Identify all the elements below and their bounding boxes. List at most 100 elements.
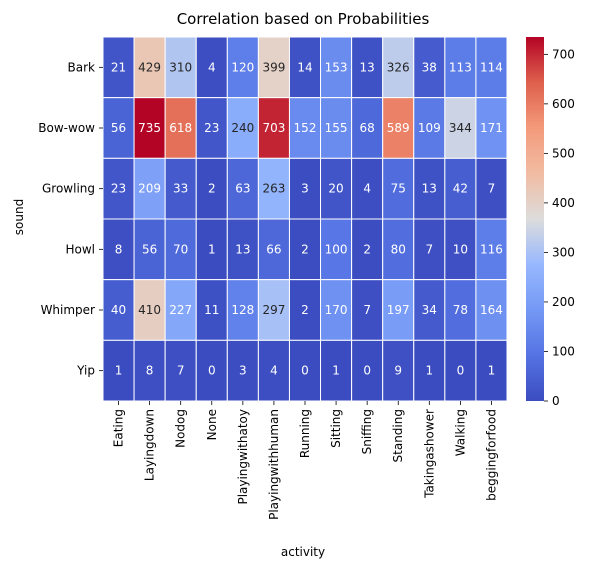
cell-value-label: 42 — [453, 182, 468, 196]
heatmap-cell — [257, 218, 290, 281]
cell-value-label: 8 — [115, 242, 123, 256]
heatmap-cell — [413, 157, 446, 220]
colorbar-tick-label: 700 — [552, 47, 575, 61]
heatmap-cell — [195, 339, 228, 402]
chart-title: Correlation based on Probabilities — [177, 10, 430, 28]
x-tick-label: Sniffing — [360, 409, 374, 454]
x-tick-label: Takingashower — [422, 409, 436, 499]
heatmap-cell — [288, 279, 322, 341]
heatmap-cell — [288, 97, 322, 159]
heatmap-cell — [351, 218, 384, 281]
cell-value-label: 171 — [480, 121, 503, 135]
cell-value-label: 120 — [231, 60, 254, 74]
heatmap-cell — [351, 279, 384, 341]
cell-value-label: 63 — [235, 182, 250, 196]
cell-value-label: 1 — [208, 242, 216, 256]
x-tick-label: Standing — [391, 409, 405, 462]
cell-value-label: 0 — [208, 364, 216, 378]
cell-value-label: 8 — [146, 364, 154, 378]
cell-value-label: 0 — [301, 364, 309, 378]
cell-value-label: 9 — [394, 364, 402, 378]
cell-value-label: 4 — [363, 182, 371, 196]
cell-value-label: 209 — [138, 182, 161, 196]
cell-value-label: 2 — [301, 242, 309, 256]
cell-value-label: 2 — [301, 303, 309, 317]
cell-value-label: 153 — [325, 60, 348, 74]
heatmap-cell — [413, 218, 446, 281]
cell-value-label: 100 — [325, 242, 348, 256]
cell-value-label: 38 — [422, 60, 437, 74]
heatmap-cell — [382, 97, 415, 159]
cell-value-label: 33 — [173, 182, 188, 196]
cell-value-label: 56 — [111, 121, 126, 135]
x-axis-ticks: Eating Layingdown Nodog None Playingwithatoy… — [112, 401, 498, 520]
cell-value-label: 7 — [363, 303, 371, 317]
cell-value-label: 68 — [360, 121, 375, 135]
cell-value-label: 410 — [138, 303, 161, 317]
y-axis-label: sound — [12, 199, 26, 235]
cell-value-label: 2 — [208, 182, 216, 196]
cell-value-label: 116 — [480, 242, 503, 256]
cell-value-label: 40 — [111, 303, 126, 317]
heatmap-cell — [164, 157, 197, 220]
colorbar-tick-label: 400 — [552, 196, 575, 210]
cell-value-label: 128 — [231, 303, 254, 317]
x-tick-label: Running — [298, 409, 312, 458]
y-tick-label: Whimper — [41, 303, 95, 317]
heatmap-cell — [226, 157, 259, 220]
heatmap-cell — [444, 339, 477, 402]
colorbar-tick-label: 500 — [552, 146, 575, 160]
cell-value-label: 20 — [328, 182, 343, 196]
heatmap-cell — [382, 36, 415, 99]
x-tick-label: Playingwithhuman — [267, 409, 281, 520]
x-tick-label: None — [205, 409, 219, 440]
heatmap-cell — [444, 218, 477, 281]
heatmap-cell — [195, 218, 228, 281]
cell-value-label: 113 — [449, 60, 472, 74]
cell-value-label: 0 — [457, 364, 465, 378]
cell-value-label: 4 — [270, 364, 278, 378]
cell-value-label: 197 — [387, 303, 410, 317]
heatmap-cell — [382, 218, 415, 281]
heatmap-cell — [226, 97, 259, 159]
cell-value-label: 152 — [294, 121, 317, 135]
cell-value-label: 618 — [169, 121, 192, 135]
cell-value-label: 703 — [262, 121, 285, 135]
cell-value-label: 56 — [142, 242, 157, 256]
heatmap-cell — [475, 157, 508, 220]
y-tick-label: Bow-wow — [38, 121, 95, 135]
heatmap-cell — [320, 339, 353, 402]
colorbar: 0 100 200 300 400 500 600 700 — [526, 37, 575, 408]
x-tick-label: Layingdown — [143, 409, 157, 481]
x-tick-label: beggingforfood — [484, 409, 498, 501]
cell-value-label: 7 — [425, 242, 433, 256]
cell-value-label: 344 — [449, 121, 472, 135]
heatmap-cell — [351, 339, 384, 402]
heatmap-cell — [382, 157, 415, 220]
cell-value-label: 1 — [425, 364, 433, 378]
cell-value-label: 1 — [332, 364, 340, 378]
cell-value-label: 735 — [138, 121, 161, 135]
heatmap-cell — [133, 157, 166, 220]
heatmap-cell — [102, 218, 135, 281]
heatmap-cell — [475, 279, 508, 341]
cell-value-label: 263 — [262, 182, 285, 196]
cell-value-label: 0 — [363, 364, 371, 378]
cell-value-label: 4 — [208, 60, 216, 74]
cell-value-label: 1 — [115, 364, 123, 378]
heatmap-cell — [102, 339, 135, 402]
heatmap-cell — [164, 218, 197, 281]
cell-value-label: 240 — [231, 121, 254, 135]
heatmap-cell — [444, 36, 477, 99]
colorbar-tick-label: 300 — [552, 245, 575, 259]
cell-value-label: 23 — [204, 121, 219, 135]
cell-value-label: 13 — [422, 182, 437, 196]
y-tick-label: Howl — [65, 242, 95, 256]
heatmap-cell — [320, 97, 353, 159]
heatmap-cell — [320, 36, 353, 99]
x-axis-label: activity — [281, 545, 325, 559]
x-tick-label: Playingwithatoy — [236, 409, 250, 505]
heatmap-cell — [164, 339, 197, 402]
heatmap-cell — [164, 279, 197, 341]
